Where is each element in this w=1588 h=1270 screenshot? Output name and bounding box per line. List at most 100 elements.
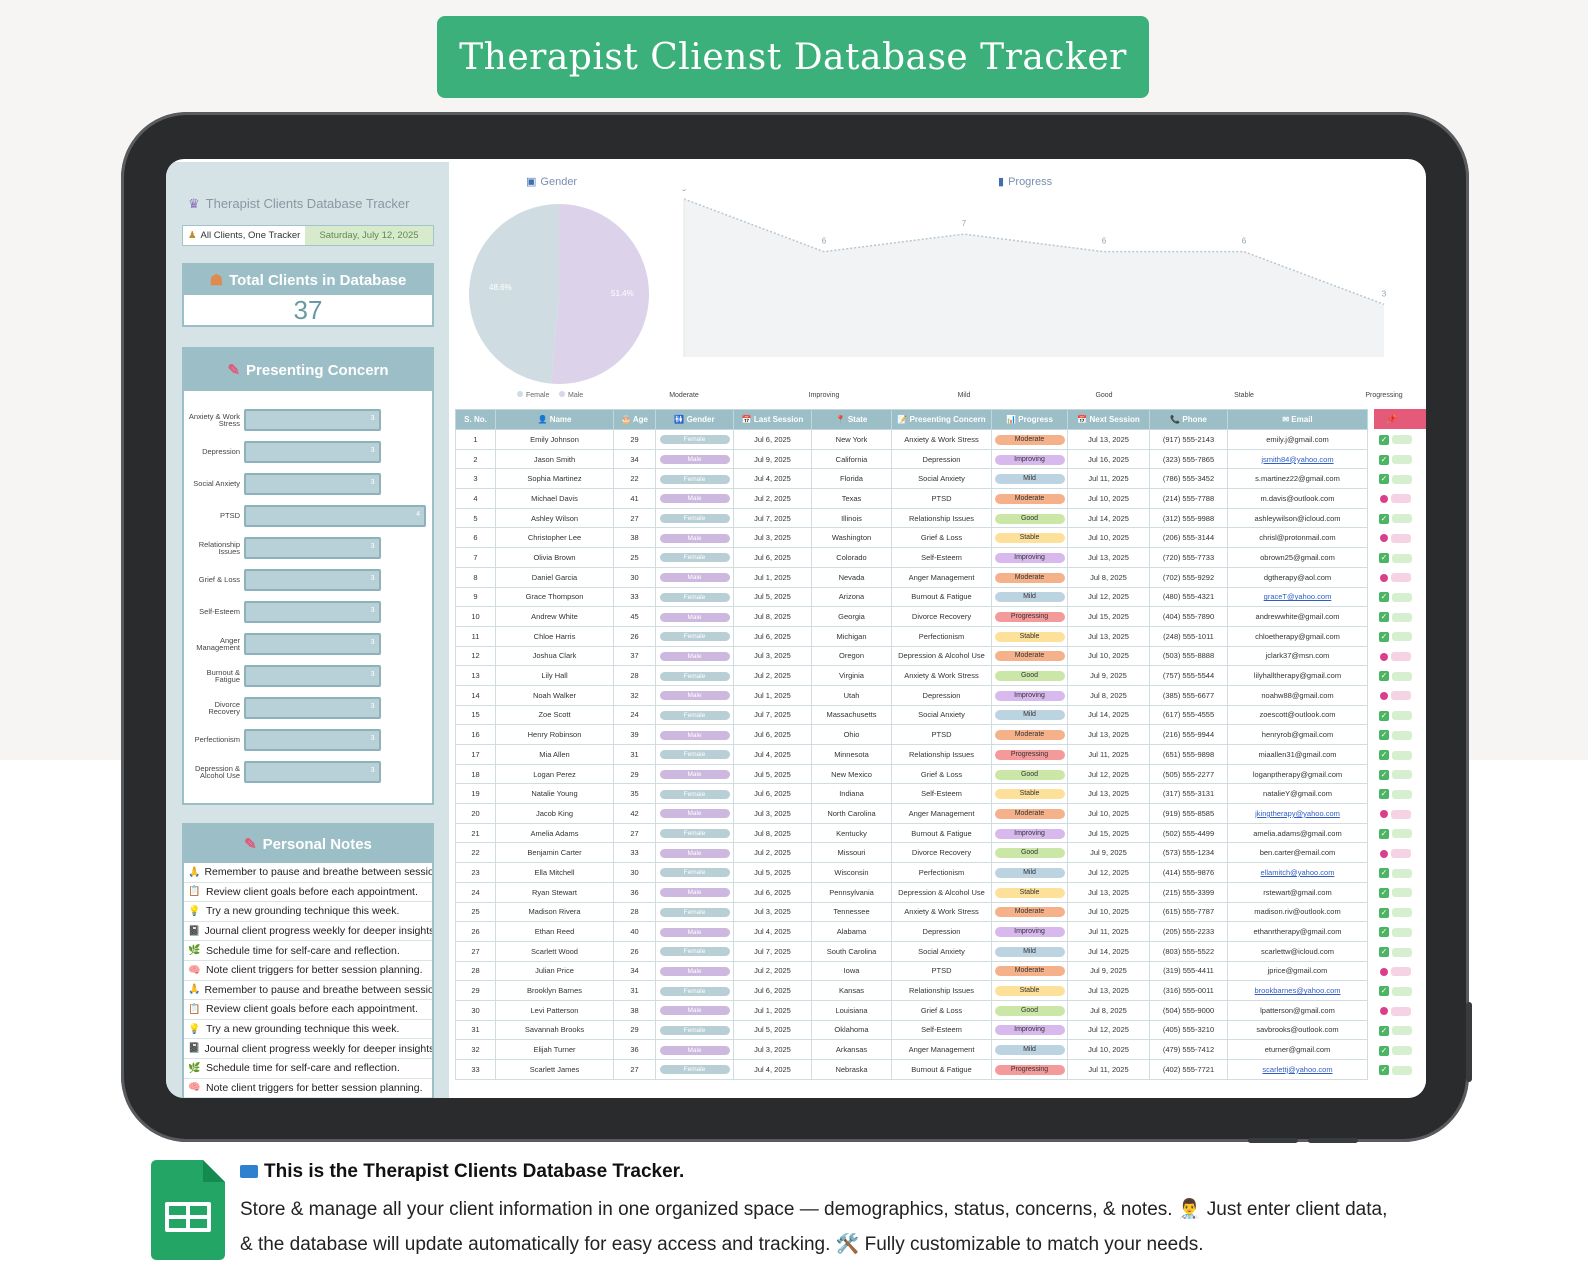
cell-name[interactable]: Olivia Brown — [495, 547, 614, 568]
cell-progress[interactable]: Mild — [991, 704, 1068, 726]
cell-last-session[interactable]: Jul 1, 2025 — [733, 684, 812, 706]
cell-age[interactable]: 25 — [613, 547, 656, 568]
cell-age[interactable]: 26 — [613, 940, 656, 962]
cell-last-session[interactable]: Jul 2, 2025 — [733, 960, 812, 982]
cell-gender[interactable]: Female — [655, 507, 734, 529]
cell-sno[interactable]: 13 — [455, 665, 496, 686]
status-cell[interactable]: ✓ — [1379, 883, 1426, 903]
cell-name[interactable]: Scarlett Wood — [495, 940, 614, 962]
status-cell[interactable] — [1379, 962, 1426, 982]
cell-last-session[interactable]: Jul 3, 2025 — [733, 803, 812, 824]
cell-concern[interactable]: Relationship Issues — [891, 507, 992, 529]
cell-state[interactable]: Michigan — [811, 625, 892, 647]
cell-email[interactable]: scarlettj@yahoo.com — [1227, 1059, 1368, 1080]
cell-name[interactable]: Benjamin Carter — [495, 842, 614, 864]
status-cell[interactable]: ✓ — [1379, 548, 1426, 568]
cell-gender[interactable]: Female — [655, 1019, 734, 1041]
cell-progress[interactable]: Improving — [991, 684, 1068, 706]
cell-email[interactable]: jkingtherapy@yahoo.com — [1227, 803, 1368, 824]
cell-gender[interactable]: Male — [655, 488, 734, 509]
cell-age[interactable]: 30 — [613, 862, 656, 883]
cell-phone[interactable]: (617) 555-4555 — [1149, 704, 1228, 726]
cell-progress[interactable]: Improving — [991, 921, 1068, 942]
cell-last-session[interactable]: Jul 4, 2025 — [733, 921, 812, 942]
cell-concern[interactable]: Burnout & Fatigue — [891, 822, 992, 844]
cell-age[interactable]: 27 — [613, 1059, 656, 1080]
cell-gender[interactable]: Female — [655, 1059, 734, 1080]
email-text[interactable]: jkingtherapy@yahoo.com — [1255, 808, 1340, 818]
cell-name[interactable]: Sophia Martinez — [495, 468, 614, 490]
table-row[interactable]: 28 Julian Price 34 Male Jul 2, 2025 Iowa PTSD M… — [455, 960, 1368, 982]
cell-gender[interactable]: Male — [655, 724, 734, 745]
cell-concern[interactable]: Grief & Loss — [891, 527, 992, 549]
email-text[interactable]: graceT@yahoo.com — [1263, 592, 1332, 602]
cell-progress[interactable]: Mild — [991, 586, 1068, 608]
note-item[interactable]: 🙏 Remember to pause and breathe between s… — [184, 863, 432, 883]
status-cell[interactable] — [1379, 489, 1426, 509]
table-row[interactable]: 12 Joshua Clark 37 Male Jul 3, 2025 Oregon Dep… — [455, 645, 1368, 667]
cell-last-session[interactable]: Jul 6, 2025 — [733, 429, 812, 450]
cell-concern[interactable]: Perfectionism — [891, 625, 992, 647]
cell-concern[interactable]: Burnout & Fatigue — [891, 1059, 992, 1080]
cell-concern[interactable]: Self-Esteem — [891, 1019, 992, 1041]
cell-sno[interactable]: 9 — [455, 586, 496, 608]
cell-next-session[interactable]: Jul 11, 2025 — [1067, 468, 1150, 490]
cell-sno[interactable]: 25 — [455, 901, 496, 923]
checkbox-checked-icon[interactable]: ✓ — [1379, 887, 1389, 898]
cell-phone[interactable]: (573) 555-1234 — [1149, 842, 1228, 864]
cell-phone[interactable]: (402) 555-7721 — [1149, 1059, 1228, 1080]
cell-phone[interactable]: (316) 555-0011 — [1149, 980, 1228, 1001]
cell-next-session[interactable]: Jul 10, 2025 — [1067, 527, 1150, 549]
cell-state[interactable]: New Mexico — [811, 763, 892, 785]
email-text[interactable]: brookbarnes@yahoo.com — [1254, 986, 1341, 996]
cell-name[interactable]: Brooklyn Barnes — [495, 980, 614, 1001]
checkbox-checked-icon[interactable]: ✓ — [1379, 769, 1389, 780]
cell-last-session[interactable]: Jul 6, 2025 — [733, 724, 812, 745]
cell-age[interactable]: 28 — [613, 901, 656, 923]
status-cell[interactable]: ✓ — [1379, 607, 1426, 627]
column-header[interactable]: 📅 Last Session — [733, 409, 812, 430]
cell-email[interactable]: ashleywilson@icloud.com — [1227, 507, 1368, 529]
table-row[interactable]: 24 Ryan Stewart 36 Male Jul 6, 2025 Pennsylva… — [455, 881, 1368, 903]
cell-state[interactable]: North Carolina — [811, 803, 892, 824]
column-header[interactable]: 🎂 Age — [613, 409, 656, 430]
cell-email[interactable]: obrown25@gmail.com — [1227, 547, 1368, 568]
cell-progress[interactable]: Good — [991, 842, 1068, 864]
column-header[interactable]: 📞 Phone — [1149, 409, 1228, 430]
cell-last-session[interactable]: Jul 6, 2025 — [733, 980, 812, 1001]
cell-email[interactable]: chrisl@protonmail.com — [1227, 527, 1368, 549]
cell-email[interactable]: emily.j@gmail.com — [1227, 429, 1368, 450]
cell-concern[interactable]: Depression & Alcohol Use — [891, 881, 992, 903]
cell-phone[interactable]: (317) 555-3131 — [1149, 783, 1228, 805]
cell-phone[interactable]: (312) 555-9988 — [1149, 507, 1228, 529]
table-row[interactable]: 15 Zoe Scott 24 Female Jul 7, 2025 Massachuse… — [455, 704, 1368, 726]
cell-concern[interactable]: PTSD — [891, 724, 992, 745]
cell-gender[interactable]: Male — [655, 960, 734, 982]
cell-phone[interactable]: (479) 555-7412 — [1149, 1039, 1228, 1060]
cell-progress[interactable]: Good — [991, 665, 1068, 686]
status-cell[interactable]: ✓ — [1379, 726, 1426, 746]
checkbox-checked-icon[interactable]: ✓ — [1379, 789, 1389, 800]
cell-next-session[interactable]: Jul 15, 2025 — [1067, 606, 1150, 627]
column-header[interactable]: ✉ Email — [1227, 409, 1368, 430]
cell-age[interactable]: 31 — [613, 980, 656, 1001]
cell-progress[interactable]: Good — [991, 763, 1068, 785]
cell-age[interactable]: 35 — [613, 783, 656, 805]
cell-sno[interactable]: 1 — [455, 429, 496, 450]
cell-gender[interactable]: Female — [655, 901, 734, 923]
cell-sno[interactable]: 22 — [455, 842, 496, 864]
cell-age[interactable]: 45 — [613, 606, 656, 627]
cell-concern[interactable]: Relationship Issues — [891, 744, 992, 765]
checkbox-checked-icon[interactable]: ✓ — [1379, 454, 1389, 465]
cell-next-session[interactable]: Jul 13, 2025 — [1067, 724, 1150, 745]
cell-gender[interactable]: Male — [655, 566, 734, 588]
cell-last-session[interactable]: Jul 4, 2025 — [733, 744, 812, 765]
cell-email[interactable]: s.martinez22@gmail.com — [1227, 468, 1368, 490]
cell-progress[interactable]: Improving — [991, 547, 1068, 568]
cell-name[interactable]: Logan Perez — [495, 763, 614, 785]
status-cell[interactable]: ✓ — [1379, 942, 1426, 962]
checkbox-checked-icon[interactable]: ✓ — [1379, 907, 1389, 918]
checkbox-checked-icon[interactable]: ✓ — [1379, 710, 1389, 721]
table-row[interactable]: 31 Savannah Brooks 29 Female Jul 5, 2025 Okla… — [455, 1019, 1368, 1041]
status-dot-icon[interactable] — [1380, 652, 1388, 661]
